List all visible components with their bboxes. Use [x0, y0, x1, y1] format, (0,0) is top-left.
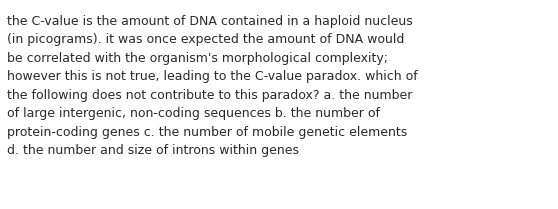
Text: the C-value is the amount of DNA contained in a haploid nucleus
(in picograms). : the C-value is the amount of DNA contain… [7, 15, 417, 157]
